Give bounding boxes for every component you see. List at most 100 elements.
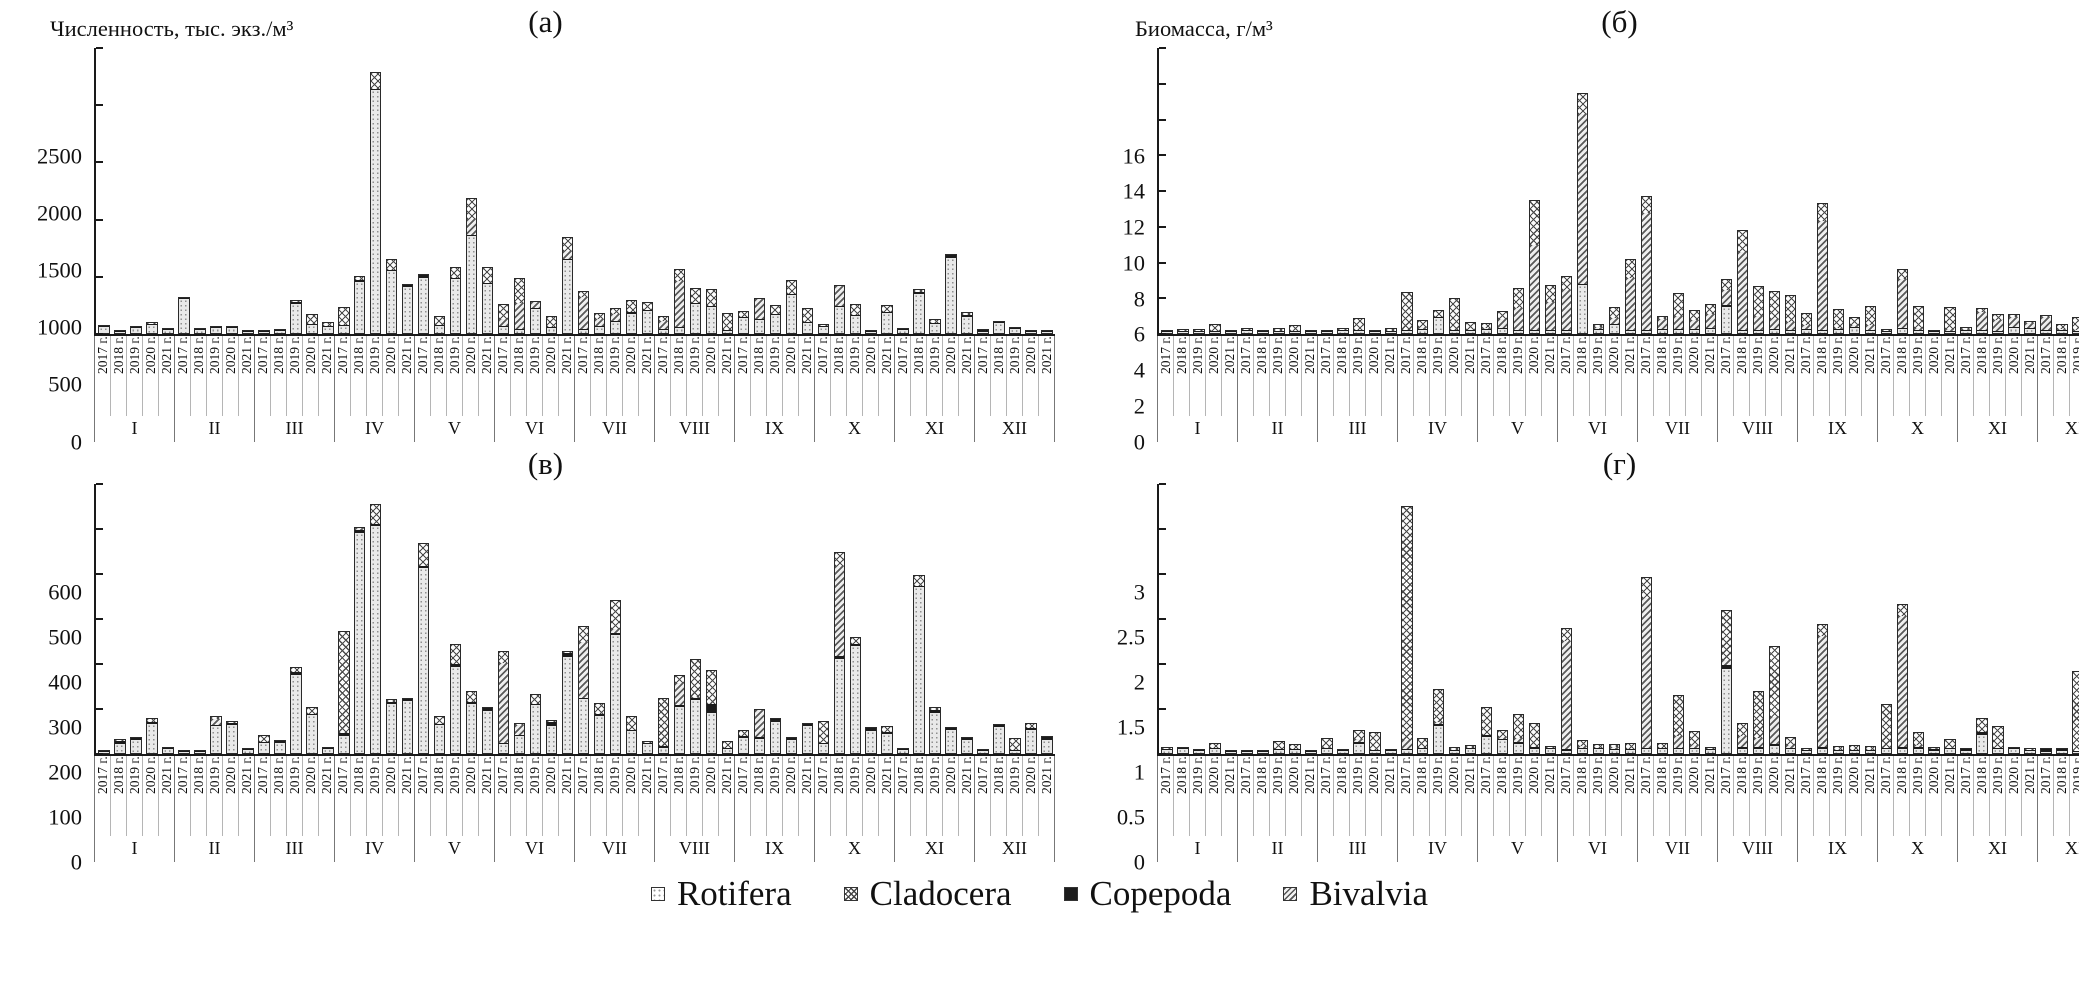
bar-segment-rotifera: [323, 748, 333, 753]
bar-segment-copepoda: [2041, 749, 2051, 752]
stacked-bar-XI-2018: [1976, 307, 1988, 334]
stacked-bar-VII-2018: [1656, 743, 1669, 754]
bar-segment-rotifera: [115, 744, 125, 753]
stacked-bar-XII-2019: [2072, 670, 2079, 754]
bar-slot: [176, 48, 192, 334]
bar-segment-rotifera: [1194, 331, 1204, 333]
year-label: 2017 г.: [1638, 756, 1653, 794]
bar-segment-rotifera: [275, 743, 285, 753]
bar-segment-cladocera: [738, 731, 749, 737]
bar-segment-copepoda: [1194, 330, 1204, 332]
bar-slot: [1846, 484, 1862, 754]
bar-segment-copepoda: [1465, 747, 1476, 750]
year-label: 2020 г.: [1286, 756, 1301, 794]
bar-segment-rotifera: [754, 738, 765, 753]
bar-segment-copepoda: [1993, 747, 2003, 750]
bar-segment-cladocera: [1593, 744, 1604, 748]
bar-segment-copepoda: [179, 297, 189, 299]
year-label-cell: 2018 г.: [1894, 756, 1910, 836]
month-group-II: [1239, 48, 1319, 334]
year-label-cell: 2018 г.: [431, 336, 447, 416]
stacked-bar-IV-2020: [385, 258, 398, 334]
year-label: 2021 г.: [639, 756, 654, 794]
bar-segment-cladocera: [1721, 610, 1732, 661]
year-label: 2019 г.: [1007, 756, 1022, 794]
bar-slot: [1303, 484, 1319, 754]
year-label: 2020 г.: [1023, 756, 1038, 794]
stacked-bar-I-2019: [1193, 749, 1205, 754]
bar-segment-rotifera: [1042, 739, 1052, 753]
bar-segment-rotifera: [354, 281, 365, 333]
panel-a-y-axis: 0 500 1000 1500 2000 2500: [10, 48, 94, 452]
year-label: 2017 г.: [1158, 336, 1173, 374]
bar-segment-rotifera: [1593, 330, 1604, 333]
year-label: 2021 г.: [959, 336, 974, 374]
year-label: 2019 г.: [2070, 756, 2079, 794]
bar-segment-cladocera: [434, 317, 445, 326]
year-label-cell: 2019 г.: [767, 336, 783, 416]
year-label: 2020 г.: [2006, 756, 2021, 794]
bar-segment-cladocera: [1290, 744, 1300, 750]
bar-segment-copepoda: [1865, 330, 1876, 332]
bar-segment-bivalvia: [1561, 290, 1572, 331]
year-label-cell: 2017 г.: [735, 336, 751, 416]
y-tick-mark: [96, 275, 103, 278]
year-label: 2020 г.: [1766, 756, 1781, 794]
y-tick-mark: [96, 104, 103, 107]
year-label-cell: 2021 г.: [639, 336, 654, 416]
stacked-bar-IX-2018: [1816, 624, 1829, 754]
bar-slot: [1191, 484, 1207, 754]
stacked-bar-IX-2021: [801, 308, 814, 334]
year-label: 2021 г.: [959, 756, 974, 794]
bar-slot: [224, 48, 240, 334]
year-label-cell: 2018 г.: [1174, 336, 1190, 416]
bar-segment-bivalvia: [610, 628, 621, 634]
x-label-group-VI: 2017 г. 2018 г. 2019 г. 2020 г. 2021 г. VI: [495, 336, 575, 442]
year-label: 2017 г.: [1238, 336, 1253, 374]
bar-slot: [576, 484, 592, 754]
bar-segment-rotifera: [275, 331, 285, 333]
bar-segment-copepoda: [706, 306, 717, 308]
bar-segment-copepoda: [1258, 331, 1268, 332]
stacked-bar-X-2021: [1944, 306, 1956, 334]
bar-slot: [1766, 48, 1782, 334]
bar-segment-cladocera: [1593, 324, 1604, 327]
month-group-I: [1159, 48, 1239, 334]
year-label-row: 2017 г.2018 г.2019 г.2020 г.2021 г.: [1958, 336, 2037, 416]
bar-segment-rotifera: [818, 744, 829, 753]
bar-segment-cladocera: [482, 268, 493, 283]
y-tick-label: 10: [1122, 250, 1146, 275]
bar-segment-cladocera: [642, 302, 653, 311]
month-label: VII: [1665, 838, 1690, 858]
bar-segment-rotifera: [978, 751, 988, 753]
bar-segment-cladocera: [2025, 322, 2035, 324]
bar-segment-cladocera: [1801, 314, 1812, 325]
bar-segment-bivalvia: [1737, 735, 1748, 747]
stacked-bar-VI-2017: [497, 650, 510, 754]
year-label: 2018 г.: [1654, 336, 1669, 374]
bar-slot: [1591, 48, 1607, 334]
year-label: 2017 г.: [335, 756, 350, 794]
month-label: VIII: [679, 838, 710, 858]
year-label: 2021 г.: [879, 756, 894, 794]
panel-b-y-axis: 0 2 4 6 8 10 12 14 16: [1095, 48, 1157, 452]
stacked-bar-IV-2021: [401, 698, 414, 754]
bar-slot: [1527, 484, 1543, 754]
stacked-bar-XII-2019: [2072, 316, 2079, 334]
stacked-bar-V-2019: [1512, 714, 1525, 754]
bar-slot: [1878, 484, 1894, 754]
panel-a-header: (а) Численность, тыс. экз./м³: [10, 0, 1081, 48]
stacked-bar-IX-2019: [1832, 745, 1845, 754]
year-label-cell: 2018 г.: [1254, 336, 1270, 416]
bar-slot: [1910, 48, 1926, 334]
year-label: 2019 г.: [687, 336, 702, 374]
bar-slot: [1007, 484, 1023, 754]
month-group-VII: [1639, 48, 1719, 334]
bar-segment-cladocera: [339, 631, 349, 734]
bar-segment-bivalvia: [1705, 314, 1716, 328]
year-label-cell: 2018 г.: [111, 756, 127, 836]
stacked-bar-V-2017: [1480, 322, 1493, 334]
rotifera-swatch-icon: [650, 887, 665, 901]
stacked-bar-X-2019: [1912, 306, 1924, 334]
year-label-row: 2017 г.2018 г.2019 г.2020 г.2021 г.: [1718, 756, 1797, 836]
